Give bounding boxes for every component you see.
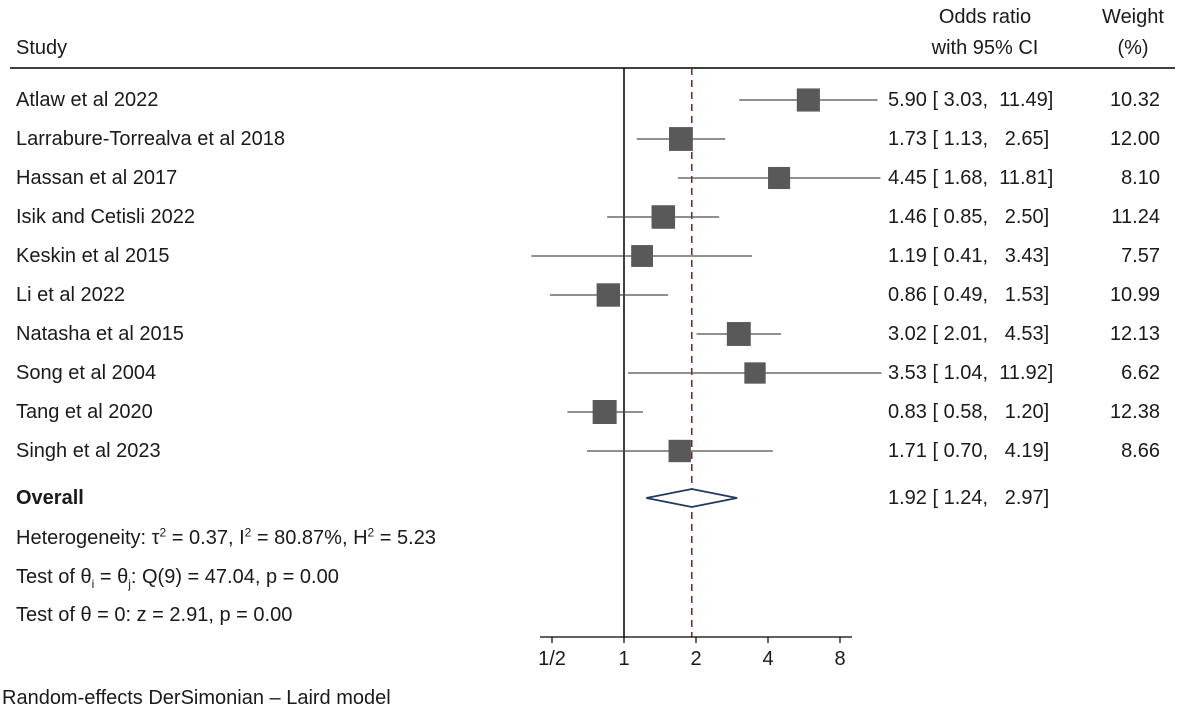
study-name: Isik and Cetisli 2022 — [16, 206, 195, 228]
x-tick-label: 1 — [618, 648, 629, 670]
i2-value: 80.87% — [274, 527, 342, 549]
model-footnote: Random-effects DerSimonian – Laird model — [2, 687, 391, 709]
study-name: Song et al 2004 — [16, 362, 157, 384]
study-weight: 10.32 — [1109, 89, 1160, 111]
study-ci-text: 5.90 [ 3.03, 11.49] — [888, 89, 1054, 111]
overall-label: Overall — [16, 487, 84, 509]
study-ci-text: 0.83 [ 0.58, 1.20] — [888, 401, 1050, 423]
heterogeneity-stats: Heterogeneity: τ2 = 0.37, I2 = 80.87%, H… — [16, 525, 436, 549]
weight-header-line1: Weight — [1102, 6, 1164, 28]
tau2-value: 0.37 — [189, 527, 228, 549]
z-p-value: 0.00 — [253, 604, 293, 626]
study-marker — [631, 245, 653, 267]
study-weight: 8.66 — [1121, 440, 1160, 462]
study-weight: 12.38 — [1109, 401, 1160, 423]
q-p-value: 0.00 — [299, 566, 339, 588]
heterogeneity-prefix: Heterogeneity: τ — [16, 527, 160, 549]
x-tick-label: 1/2 — [538, 648, 566, 670]
study-ci-text: 1.19 [ 0.41, 3.43] — [888, 245, 1050, 267]
study-name: Larrabure-Torrealva et al 2018 — [16, 128, 286, 150]
x-tick-label: 4 — [762, 648, 773, 670]
odds-ratio-header-line1: Odds ratio — [938, 6, 1032, 28]
study-marker — [726, 322, 751, 346]
study-name: Keskin et al 2015 — [16, 245, 170, 267]
study-name: Atlaw et al 2022 — [16, 89, 159, 111]
study-ci-text: 1.46 [ 0.85, 2.50] — [888, 206, 1050, 228]
h2-value: 5.23 — [397, 527, 436, 549]
overall-ci-text: 1.92 [ 1.24, 2.97] — [888, 487, 1050, 509]
study-name: Singh et al 2023 — [16, 440, 161, 462]
x-tick-label: 8 — [834, 648, 845, 670]
study-weight: 8.10 — [1121, 167, 1160, 189]
study-marker — [651, 205, 676, 229]
study-marker — [669, 127, 693, 151]
study-weight: 12.00 — [1109, 128, 1160, 150]
x-tick-label: 2 — [690, 648, 701, 670]
study-weight: 12.13 — [1109, 323, 1160, 345]
study-ci-text: 1.73 [ 1.13, 2.65] — [888, 128, 1050, 150]
homogeneity-test: Test of θi = θj: Q(9) = 47.04, p = 0.00 — [16, 566, 339, 591]
study-marker — [768, 166, 791, 190]
q-value: 47.04 — [204, 566, 255, 588]
odds-ratio-header-line2: with 95% CI — [931, 37, 1039, 59]
study-ci-text: 1.71 [ 0.70, 4.19] — [888, 440, 1050, 462]
study-column-header: Study — [16, 37, 68, 59]
study-weight: 6.62 — [1121, 362, 1160, 384]
study-marker — [592, 400, 617, 424]
study-ci-text: 3.53 [ 1.04, 11.92] — [888, 362, 1054, 384]
study-name: Natasha et al 2015 — [16, 323, 184, 345]
study-marker — [744, 362, 766, 384]
overall-diamond — [646, 488, 738, 508]
study-name: Tang et al 2020 — [16, 401, 153, 423]
z-value: 2.91 — [169, 604, 209, 626]
study-weight: 10.99 — [1109, 284, 1160, 306]
overall-effect-test: Test of θ = 0: z = 2.91, p = 0.00 — [16, 604, 293, 626]
study-ci-text: 4.45 [ 1.68, 11.81] — [888, 167, 1054, 189]
study-marker — [796, 88, 820, 112]
q-df: 9 — [164, 566, 176, 588]
study-marker — [668, 439, 691, 463]
study-marker — [596, 283, 621, 307]
study-weight: 11.24 — [1111, 206, 1160, 228]
study-name: Hassan et al 2017 — [16, 167, 178, 189]
study-weight: 7.57 — [1121, 245, 1160, 267]
study-name: Li et al 2022 — [16, 284, 125, 306]
weight-header-line2: (%) — [1117, 37, 1149, 59]
study-ci-text: 3.02 [ 2.01, 4.53] — [888, 323, 1050, 345]
study-ci-text: 0.86 [ 0.49, 1.53] — [888, 284, 1050, 306]
